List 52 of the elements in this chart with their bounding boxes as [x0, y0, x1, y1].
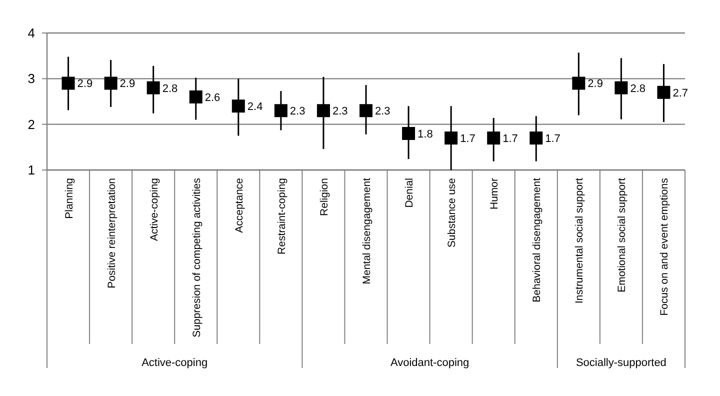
x-tick-label: Denial	[404, 178, 416, 208]
point	[62, 76, 75, 90]
x-tick-label: Humor	[488, 178, 501, 210]
data-label: 1.8	[418, 128, 433, 140]
text: Avoidant-coping	[390, 357, 470, 369]
x-tick-label: Instrumental social support	[574, 178, 586, 304]
point	[146, 81, 160, 94]
x-tick-label: Religion	[318, 178, 330, 216]
x-tick-label: Suppresion of competing activities	[190, 178, 203, 338]
x-tick-label: Behavioral disengagement	[531, 178, 544, 302]
point	[316, 104, 330, 118]
point	[402, 126, 416, 140]
point	[444, 132, 458, 145]
x-tick-label: Substance use	[446, 178, 458, 248]
x-tick-label: Mental disengagement	[361, 178, 373, 284]
x-tick-label: Planning	[63, 178, 76, 219]
point	[487, 132, 500, 145]
y-tick-label: 4	[28, 26, 35, 41]
data-label: 2.6	[204, 92, 220, 104]
data-label: 2.8	[162, 82, 178, 95]
point	[572, 76, 586, 90]
data-label: 1.7	[460, 133, 476, 146]
data-label: 1.7	[545, 133, 560, 146]
y-tick-label: 2	[28, 116, 35, 132]
point	[232, 100, 245, 113]
point	[360, 104, 372, 118]
point	[274, 104, 288, 118]
point	[104, 76, 118, 90]
x-tick-label: Focus on and event emptions	[658, 178, 671, 316]
x-tick-label: Emotional social support	[616, 178, 628, 292]
data-label: 1.7	[502, 133, 518, 146]
data-label: 2.9	[77, 78, 93, 90]
point	[614, 81, 628, 94]
y-tick-label: 1	[28, 162, 35, 178]
data-label: 2.4	[247, 101, 263, 114]
data-label: 2.9	[588, 78, 603, 90]
x-tick-label: Acceptance	[233, 178, 246, 233]
data-label: 2.3	[290, 106, 306, 118]
data-label: 2.3	[375, 106, 390, 118]
x-tick-label: Restraint-coping	[276, 178, 288, 254]
point	[530, 132, 543, 145]
point	[657, 86, 670, 99]
data-label: 2.7	[672, 87, 688, 100]
data-label: 2.8	[630, 82, 646, 95]
y-tick-label: 3	[28, 71, 35, 86]
x-tick-label: Active-coping	[148, 178, 160, 242]
data-label: 2.9	[120, 78, 136, 90]
x-tick-label: Positive reinterpretation	[106, 178, 118, 288]
point	[189, 90, 202, 104]
data-label: 2.3	[332, 106, 348, 118]
text: Active-coping	[142, 357, 208, 369]
text: Socially-supported	[576, 357, 666, 369]
